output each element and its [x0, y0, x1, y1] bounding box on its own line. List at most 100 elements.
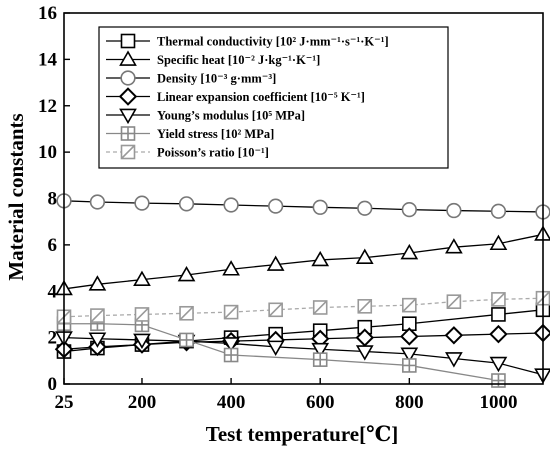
data-point	[134, 307, 150, 322]
y-tick-label: 14	[38, 49, 58, 70]
x-axis-title: Test temperature[℃]	[206, 422, 399, 446]
series-6	[56, 290, 550, 325]
data-point	[402, 358, 417, 373]
y-tick-label: 16	[38, 3, 57, 24]
data-point	[311, 342, 330, 359]
data-point	[177, 265, 196, 282]
data-point	[179, 305, 194, 321]
legend-label: Density [10⁻³ g·mm⁻³]	[157, 72, 276, 86]
legend-label: Poisson’s ratio [10⁻¹]	[157, 146, 269, 160]
data-point	[120, 126, 136, 141]
data-point	[268, 198, 284, 214]
data-point	[489, 324, 508, 344]
x-tick-label: 600	[306, 392, 335, 413]
y-tick-label: 6	[48, 235, 58, 256]
data-point	[311, 250, 330, 267]
series-4	[55, 331, 550, 384]
data-point	[120, 144, 136, 160]
data-point	[444, 326, 464, 345]
legend-entry: Thermal conductivity [10² J·mm⁻¹·s⁻¹·K⁻¹…	[106, 33, 389, 49]
series-0	[56, 302, 550, 359]
legend-entry: Density [10⁻³ g·mm⁻³]	[106, 70, 276, 86]
data-point	[222, 337, 240, 353]
legend: Thermal conductivity [10² J·mm⁻¹·s⁻¹·K⁻¹…	[98, 26, 449, 169]
data-point	[357, 200, 373, 216]
data-point	[400, 347, 419, 363]
data-point	[489, 234, 508, 251]
data-point	[120, 33, 136, 49]
data-point	[491, 373, 506, 388]
series-group	[54, 193, 550, 388]
data-point	[400, 243, 419, 260]
legend-entry: Linear expansion coefficient [10⁻⁵ K⁻¹]	[106, 87, 365, 106]
y-tick-label: 0	[48, 374, 58, 395]
legend-box	[98, 26, 449, 169]
data-point	[266, 340, 285, 356]
legend-entry: Poisson’s ratio [10⁻¹]	[106, 144, 269, 160]
data-point	[445, 238, 463, 254]
data-point	[401, 202, 417, 218]
data-point	[355, 345, 374, 361]
legend-label: Yield stress [10² MPa]	[157, 127, 274, 141]
data-point	[88, 332, 107, 348]
data-point	[491, 292, 506, 307]
data-point	[222, 260, 240, 276]
series-line	[63, 233, 544, 290]
data-point	[446, 202, 462, 219]
y-tick-label: 8	[48, 189, 58, 210]
data-point	[178, 196, 195, 212]
y-tick-label: 10	[38, 142, 57, 163]
legend-entry: Young’s modulus [10⁵ MPa]	[106, 108, 305, 125]
series-line	[64, 323, 499, 382]
data-point	[223, 304, 239, 320]
data-point	[120, 70, 136, 86]
data-point	[489, 356, 508, 373]
series-3	[54, 323, 550, 359]
tick-group: 25 200 400 600 800 1000 0 2 4 6 8 10 12 14 16	[38, 3, 517, 413]
data-point	[445, 352, 463, 368]
series-line	[63, 336, 544, 376]
data-point	[89, 194, 106, 210]
data-point	[223, 347, 239, 363]
data-point	[88, 275, 107, 291]
data-point	[491, 307, 506, 322]
data-point	[119, 108, 137, 125]
data-point	[446, 294, 462, 309]
data-point	[119, 50, 137, 66]
series-1	[55, 225, 550, 296]
series-2	[56, 193, 550, 220]
data-point	[179, 332, 194, 348]
data-point	[312, 300, 328, 315]
data-point	[268, 302, 283, 318]
x-tick-label: 200	[128, 392, 157, 413]
data-point	[355, 248, 374, 264]
data-point	[357, 299, 373, 314]
data-point	[133, 270, 151, 286]
x-tick-label: 25	[55, 392, 74, 413]
y-tick-label: 4	[48, 281, 58, 302]
y-tick-label: 2	[48, 328, 58, 349]
data-point	[90, 308, 105, 323]
y-tick-label: 12	[38, 96, 57, 117]
data-point	[266, 255, 285, 271]
data-point	[400, 327, 419, 346]
x-tick-label: 400	[217, 392, 246, 413]
legend-label: Linear expansion coefficient [10⁻⁵ K⁻¹]	[157, 90, 365, 104]
data-point	[134, 195, 150, 211]
legend-label: Specific heat [10⁻² J·kg⁻¹·K⁻¹]	[157, 53, 320, 67]
data-point	[312, 352, 328, 367]
y-axis-title: Material constants	[4, 113, 28, 280]
plot-frame	[63, 12, 544, 385]
legend-entry: Specific heat [10⁻² J·kg⁻¹·K⁻¹]	[106, 50, 320, 67]
data-point	[118, 87, 138, 106]
series-line	[63, 297, 544, 318]
legend-entry: Yield stress [10² MPa]	[106, 126, 274, 141]
data-point	[402, 297, 417, 313]
data-point	[490, 203, 507, 219]
legend-label: Thermal conductivity [10² J·mm⁻¹·s⁻¹·K⁻¹…	[157, 35, 389, 49]
legend-label: Young’s modulus [10⁵ MPa]	[157, 109, 305, 123]
data-point	[133, 333, 151, 350]
x-tick-label: 800	[395, 392, 424, 413]
data-point	[223, 197, 239, 213]
